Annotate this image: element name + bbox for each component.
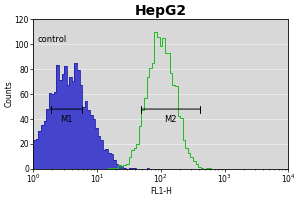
Text: control: control — [37, 35, 66, 44]
Text: M2: M2 — [164, 115, 177, 124]
X-axis label: FL1-H: FL1-H — [150, 187, 172, 196]
Text: M1: M1 — [60, 115, 73, 124]
Y-axis label: Counts: Counts — [4, 81, 13, 107]
Title: HepG2: HepG2 — [135, 4, 187, 18]
